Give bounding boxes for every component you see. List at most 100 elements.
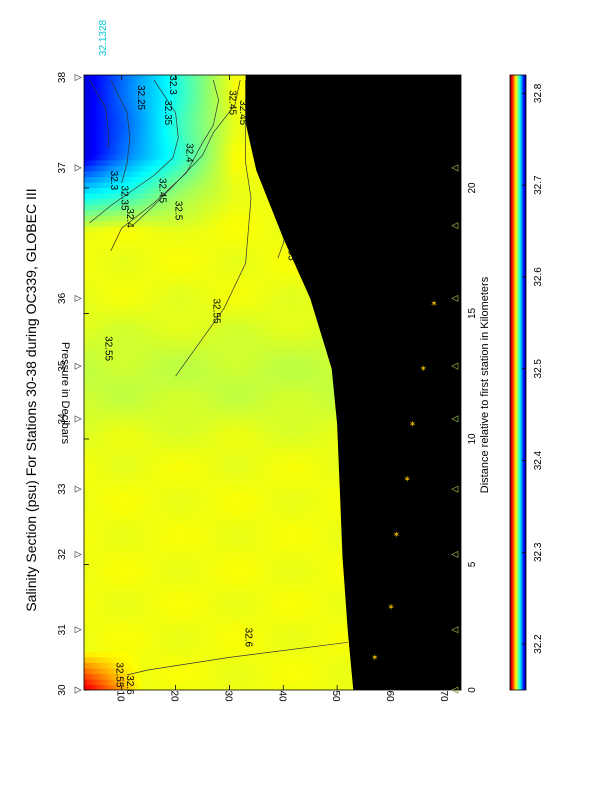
field-cell (294, 496, 298, 503)
field-cell (163, 596, 168, 603)
field-cell (338, 546, 343, 553)
field-cell (163, 535, 168, 542)
field-cell (326, 535, 331, 542)
field-cell (255, 507, 260, 514)
field-cell (116, 629, 121, 636)
field-cell (288, 557, 292, 564)
field-cell (229, 640, 233, 647)
field-cell (276, 518, 281, 525)
field-cell (92, 640, 97, 647)
field-cell (89, 618, 94, 625)
field-cell (288, 491, 292, 498)
field-cell (312, 551, 316, 559)
field-cell (155, 546, 159, 553)
field-cell (202, 496, 207, 503)
field-cell (315, 673, 319, 680)
field-cell (181, 496, 186, 503)
field-cell (95, 579, 100, 586)
field-cell (199, 612, 204, 619)
field-cell (101, 562, 106, 570)
field-cell (291, 491, 295, 498)
field-cell (163, 601, 168, 608)
field-cell (149, 474, 153, 481)
field-cell (175, 535, 180, 542)
field-cell (214, 629, 218, 636)
field-cell (318, 579, 322, 586)
field-cell (291, 557, 295, 564)
field-cell (208, 529, 212, 536)
field-cell (113, 518, 118, 525)
field-cell (344, 684, 349, 690)
field-cell (134, 618, 138, 625)
field-cell (125, 596, 130, 603)
field-cell (240, 518, 245, 525)
field-cell (199, 480, 204, 487)
field-cell (104, 678, 109, 686)
field-cell (137, 480, 141, 487)
field-cell (184, 524, 189, 531)
field-cell (131, 585, 135, 592)
field-cell (199, 579, 204, 586)
field-cell (169, 557, 174, 564)
field-cell (282, 601, 287, 608)
field-cell (315, 612, 319, 619)
field-cell (187, 502, 192, 509)
field-cell (128, 662, 132, 669)
field-cell (235, 640, 239, 647)
field-cell (178, 601, 183, 608)
field-cell (89, 678, 94, 686)
field-cell (152, 480, 156, 487)
field-cell (155, 662, 159, 669)
field-cell (326, 645, 331, 652)
field-cell (196, 623, 201, 630)
field-cell (246, 513, 251, 520)
field-cell (282, 684, 287, 690)
field-cell (335, 535, 340, 542)
field-cell (276, 596, 281, 603)
field-cell (169, 662, 174, 669)
field-cell (140, 551, 144, 559)
field-cell (98, 629, 103, 636)
field-cell (282, 634, 287, 641)
field-cell (110, 546, 115, 553)
field-cell (291, 474, 295, 481)
field-cell (252, 607, 257, 614)
field-cell (303, 656, 307, 663)
field-cell (190, 651, 195, 658)
field-cell (140, 645, 144, 652)
field-cell (297, 640, 301, 647)
field-cell (288, 480, 292, 487)
field-cell (152, 557, 156, 564)
field-cell (329, 485, 334, 492)
field-cell (143, 502, 147, 509)
field-cell (89, 562, 94, 570)
field-cell (140, 524, 144, 531)
field-cell (217, 502, 221, 509)
field-cell (202, 480, 207, 487)
field-cell (140, 507, 144, 514)
field-cell (107, 562, 112, 570)
field-cell (92, 662, 97, 669)
field-cell (249, 612, 254, 619)
field-cell (211, 579, 215, 586)
field-cell (252, 574, 257, 581)
field-cell (326, 651, 331, 658)
field-cell (193, 546, 198, 553)
field-cell (143, 513, 147, 520)
field-cell (332, 535, 337, 542)
field-cell (326, 502, 331, 509)
field-cell (300, 629, 304, 636)
field-cell (190, 579, 195, 586)
field-cell (288, 623, 292, 630)
field-cell (152, 518, 156, 525)
field-cell (232, 673, 236, 680)
field-cell (131, 662, 135, 669)
field-cell (315, 579, 319, 586)
field-cell (92, 491, 97, 498)
field-cell (294, 540, 298, 548)
field-cell (158, 518, 162, 525)
field-cell (229, 557, 233, 564)
field-cell (128, 480, 132, 487)
field-cell (300, 524, 304, 531)
field-cell (190, 496, 195, 503)
